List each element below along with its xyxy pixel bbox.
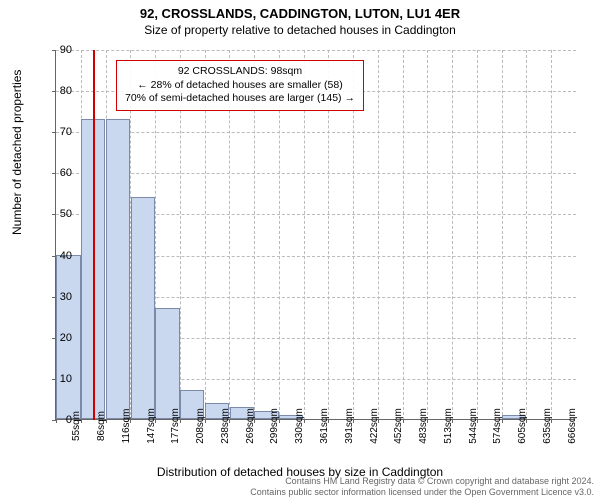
xtick-label: 55sqm: [71, 411, 82, 441]
footer-line1: Contains HM Land Registry data © Crown c…: [250, 476, 594, 487]
annotation-box: 92 CROSSLANDS: 98sqm← 28% of detached ho…: [116, 60, 364, 111]
ytick-label: 20: [42, 332, 72, 344]
ytick-label: 90: [42, 44, 72, 56]
bar: [131, 197, 155, 419]
plot: 92 CROSSLANDS: 98sqm← 28% of detached ho…: [55, 50, 575, 420]
vgrid: [551, 50, 552, 420]
vgrid: [378, 50, 379, 420]
xtick-label: 391sqm: [344, 408, 355, 444]
xtick-label: 330sqm: [294, 408, 305, 444]
xtick-label: 86sqm: [96, 411, 107, 441]
title-main: 92, CROSSLANDS, CADDINGTON, LUTON, LU1 4…: [0, 6, 600, 21]
hgrid: [56, 173, 576, 174]
xtick-label: 513sqm: [443, 408, 454, 444]
xtick-label: 574sqm: [492, 408, 503, 444]
ytick-label: 70: [42, 126, 72, 138]
annot-line3: 70% of semi-detached houses are larger (…: [125, 92, 355, 106]
ytick-label: 60: [42, 167, 72, 179]
bar: [155, 308, 179, 419]
hgrid: [56, 132, 576, 133]
xtick-label: 422sqm: [369, 408, 380, 444]
chart-area: 92 CROSSLANDS: 98sqm← 28% of detached ho…: [55, 50, 575, 420]
xtick-label: 238sqm: [220, 408, 231, 444]
vgrid: [452, 50, 453, 420]
annot-line1: 92 CROSSLANDS: 98sqm: [125, 65, 355, 79]
ytick-label: 30: [42, 291, 72, 303]
annot-line2: ← 28% of detached houses are smaller (58…: [125, 79, 355, 93]
vgrid: [526, 50, 527, 420]
ytick-label: 10: [42, 373, 72, 385]
footer-line2: Contains public sector information licen…: [250, 487, 594, 498]
vgrid: [502, 50, 503, 420]
xtick-label: 116sqm: [121, 409, 132, 444]
vgrid: [403, 50, 404, 420]
ytick-label: 40: [42, 250, 72, 262]
reference-line: [93, 50, 95, 420]
xtick-label: 483sqm: [418, 408, 429, 444]
xtick-label: 269sqm: [245, 408, 256, 444]
xtick-label: 177sqm: [170, 408, 181, 444]
xtick-label: 361sqm: [319, 408, 330, 444]
xtick-label: 666sqm: [567, 408, 578, 444]
xtick-label: 147sqm: [146, 408, 157, 444]
ytick-label: 50: [42, 208, 72, 220]
xtick-label: 299sqm: [269, 408, 280, 444]
ytick-label: 80: [42, 85, 72, 97]
hgrid: [56, 50, 576, 51]
y-axis-label: Number of detached properties: [10, 70, 24, 235]
xtick-label: 208sqm: [195, 408, 206, 444]
ytick-label: 0: [42, 414, 72, 426]
vgrid: [477, 50, 478, 420]
xtick-label: 635sqm: [542, 408, 553, 444]
xtick-label: 452sqm: [393, 408, 404, 444]
title-sub: Size of property relative to detached ho…: [0, 23, 600, 37]
vgrid: [427, 50, 428, 420]
footer: Contains HM Land Registry data © Crown c…: [250, 476, 594, 498]
title-block: 92, CROSSLANDS, CADDINGTON, LUTON, LU1 4…: [0, 0, 600, 37]
xtick-label: 544sqm: [468, 408, 479, 444]
xtick-label: 605sqm: [517, 408, 528, 444]
bar: [106, 119, 130, 419]
